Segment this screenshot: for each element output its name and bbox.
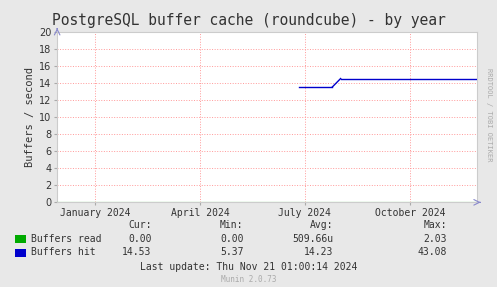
- Text: Max:: Max:: [424, 220, 447, 230]
- Text: Last update: Thu Nov 21 01:00:14 2024: Last update: Thu Nov 21 01:00:14 2024: [140, 262, 357, 272]
- Text: Cur:: Cur:: [128, 220, 152, 230]
- Text: Buffers read: Buffers read: [31, 234, 101, 244]
- Text: 509.66u: 509.66u: [292, 234, 333, 244]
- Text: Min:: Min:: [220, 220, 244, 230]
- Text: Avg:: Avg:: [310, 220, 333, 230]
- Text: 14.53: 14.53: [122, 247, 152, 257]
- Text: Munin 2.0.73: Munin 2.0.73: [221, 275, 276, 284]
- Text: PostgreSQL buffer cache (roundcube) - by year: PostgreSQL buffer cache (roundcube) - by…: [52, 13, 445, 28]
- Text: Buffers hit: Buffers hit: [31, 247, 95, 257]
- Text: 0.00: 0.00: [220, 234, 244, 244]
- Text: 5.37: 5.37: [220, 247, 244, 257]
- Text: RRDTOOL / TOBI OETIKER: RRDTOOL / TOBI OETIKER: [486, 68, 492, 162]
- Text: 43.08: 43.08: [418, 247, 447, 257]
- Text: 14.23: 14.23: [304, 247, 333, 257]
- Text: 2.03: 2.03: [424, 234, 447, 244]
- Text: 0.00: 0.00: [128, 234, 152, 244]
- Y-axis label: Buffers / second: Buffers / second: [25, 67, 35, 167]
